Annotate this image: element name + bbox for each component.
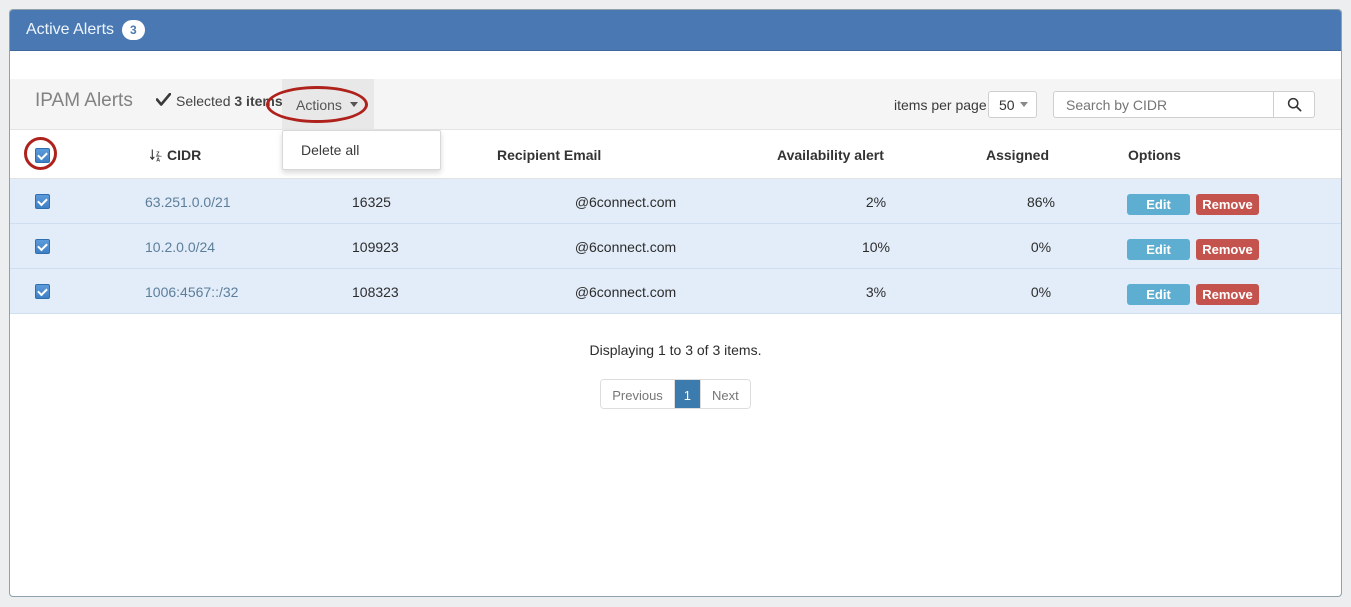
svg-text:A: A bbox=[156, 157, 160, 163]
